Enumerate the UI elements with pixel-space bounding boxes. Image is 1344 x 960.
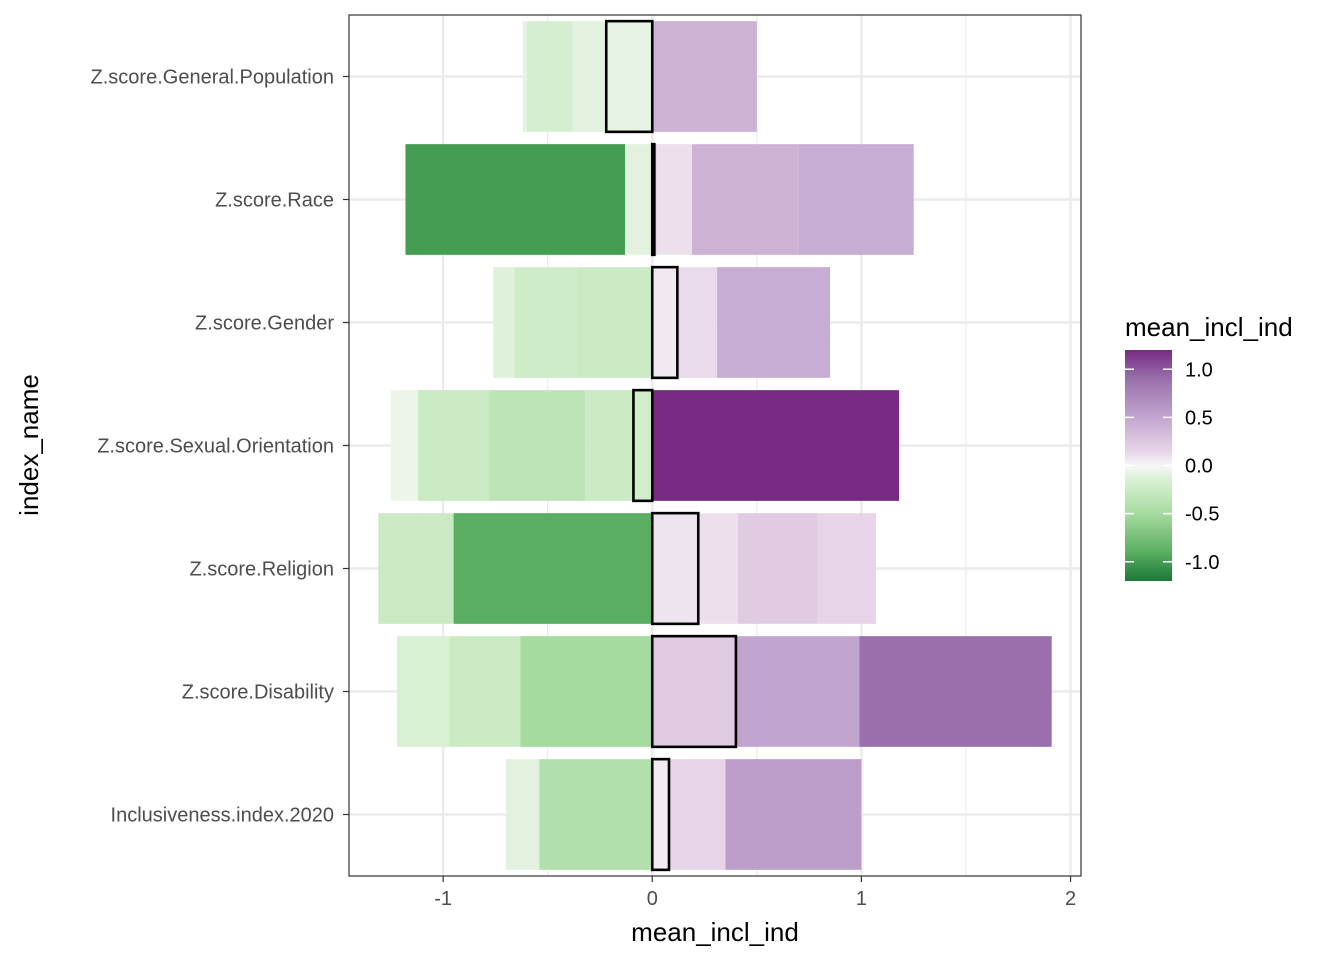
y-tick-label: Z.score.Race	[215, 190, 334, 212]
x-tick-label: 0	[647, 888, 658, 910]
bar-outline	[650, 634, 738, 749]
bar-outline	[650, 142, 656, 257]
bar-segment	[449, 636, 521, 747]
bar-segment	[522, 21, 527, 132]
bar-segment	[698, 513, 739, 624]
bar-segment	[397, 636, 450, 747]
x-axis-title: mean_incl_ind	[631, 917, 799, 947]
bar-outline	[650, 511, 700, 626]
y-tick-label: Z.score.General.Population	[91, 67, 334, 89]
bar-segment	[514, 267, 577, 378]
bar-segment	[505, 759, 540, 870]
bar-segment	[585, 390, 634, 501]
bar-outline	[650, 265, 679, 380]
legend-tick-label: 1.0	[1185, 359, 1213, 381]
bar-segment	[489, 390, 586, 501]
legend-tick-label: 0.5	[1185, 407, 1213, 429]
bar-segment	[717, 267, 831, 378]
bar-segment	[493, 267, 515, 378]
y-tick-label: Z.score.Religion	[189, 559, 334, 581]
bar-segment	[798, 144, 914, 255]
bar-segment	[738, 513, 818, 624]
legend-tick-label: 0.0	[1185, 456, 1213, 478]
legend-tick-label: -1.0	[1185, 552, 1219, 574]
bar-outline	[632, 388, 654, 503]
legend: mean_incl_ind 1.0 0.5 0.0 -0.5 -1.0	[1125, 312, 1293, 581]
legend-ticks: 1.0 0.5 0.0 -0.5 -1.0	[1125, 359, 1219, 574]
y-tick-label: Z.score.Sexual.Orientation	[97, 436, 334, 458]
bar-segment	[633, 390, 653, 501]
bar-segment	[652, 390, 900, 501]
legend-title: mean_incl_ind	[1125, 312, 1293, 342]
bar-segment	[677, 267, 718, 378]
bar-segment	[418, 390, 490, 501]
bar-segment	[520, 636, 653, 747]
bar-segment	[572, 21, 609, 132]
y-tick-label: Z.score.Disability	[182, 682, 334, 704]
bar-segment	[859, 636, 1052, 747]
bar-segment	[652, 513, 699, 624]
bar-segment	[656, 144, 692, 255]
bar-segment	[539, 759, 653, 870]
y-tick-label: Z.score.Gender	[195, 313, 334, 335]
bar-segment	[691, 144, 799, 255]
x-tick-label: 2	[1065, 888, 1076, 910]
bar-segment	[652, 636, 736, 747]
bar-segment	[668, 759, 726, 870]
bar-segment	[735, 636, 860, 747]
bar-segment	[652, 267, 678, 378]
bar-segment	[453, 513, 653, 624]
bar-segment	[608, 21, 653, 132]
highlight-outlines	[604, 19, 738, 872]
bar-segment	[378, 513, 454, 624]
x-axis: -1 0 1 2	[434, 876, 1076, 910]
bar-segment	[725, 759, 862, 870]
x-tick-label: -1	[434, 888, 452, 910]
legend-tick-label: -0.5	[1185, 504, 1219, 526]
y-tick-label: Inclusiveness.index.2020	[111, 805, 334, 827]
bar-outline	[650, 757, 671, 872]
x-tick-label: 1	[856, 888, 867, 910]
bar-segment	[390, 390, 419, 501]
bar-segment	[576, 267, 653, 378]
bar-segment	[625, 144, 653, 255]
bar-segment	[817, 513, 877, 624]
bar-segment	[652, 759, 669, 870]
bar-segment	[405, 144, 626, 255]
bar-segment	[652, 21, 757, 132]
y-axis-title: index_name	[14, 374, 44, 516]
bar-segment	[526, 21, 573, 132]
bar-outline	[604, 19, 654, 134]
bars	[378, 21, 1052, 870]
y-axis: Z.score.General.Population Z.score.Race Z.…	[91, 67, 349, 827]
